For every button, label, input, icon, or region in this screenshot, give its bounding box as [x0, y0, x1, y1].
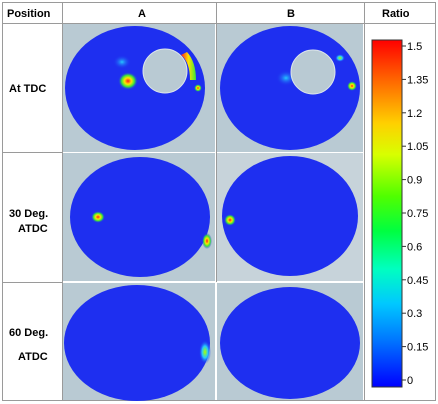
colorbar-tick-label: 1.2 — [407, 108, 422, 120]
colorbar-tick-label: 0.75 — [407, 208, 428, 220]
panel-30deg-a — [63, 153, 215, 281]
hot-spot — [91, 211, 105, 223]
hot-spot — [202, 233, 212, 249]
colorbar-tick-label: 0.6 — [407, 241, 422, 253]
header-position: Position — [7, 8, 51, 20]
colorbar-tick-label: 0.3 — [407, 308, 422, 320]
green-spot — [335, 54, 345, 62]
valve-cutout — [142, 48, 188, 94]
colorbar-tick-label: 0.45 — [407, 275, 428, 287]
cyan-spot — [113, 55, 131, 69]
row-label-60deg-line1: 60 Deg. — [9, 327, 48, 339]
contour-field — [64, 285, 210, 401]
row-label-30deg-line1: 30 Deg. — [9, 208, 48, 220]
panel-30deg-b — [217, 153, 363, 281]
colorbar-tick-label: 1.05 — [407, 141, 428, 153]
header-ratio: Ratio — [382, 8, 410, 20]
contour-field — [220, 26, 360, 150]
header-col-a: A — [138, 8, 146, 20]
ratio-colorbar: 1.5 1.35 1.2 1.05 0.9 0.75 0.6 0.45 0.3 0.15 0 — [371, 39, 428, 388]
panel-60deg-a — [63, 283, 215, 401]
hot-spot — [194, 84, 202, 92]
green-spot — [199, 340, 211, 364]
colorbar-tick-label: 1.35 — [407, 74, 428, 86]
colorbar-tick-label: 0.9 — [407, 175, 422, 187]
colorbar-ticks: 1.5 1.35 1.2 1.05 0.9 0.75 0.6 0.45 0.3 0.15 0 — [402, 41, 428, 387]
row-labels: At TDC 30 Deg. ATDC 60 Deg. ATDC — [9, 83, 48, 363]
contour-field — [222, 156, 358, 276]
hot-spot — [118, 72, 138, 90]
rim-hot-zone — [181, 52, 196, 80]
panel-tdc-b — [217, 24, 363, 152]
hot-spot — [347, 81, 357, 91]
row-label-30deg-line2: ATDC — [18, 223, 48, 235]
row-label-60deg-line2: ATDC — [18, 351, 48, 363]
contour-field — [65, 26, 205, 150]
panel-60deg-b — [217, 283, 363, 400]
colorbar-tick-label: 0 — [407, 375, 413, 387]
table-grid — [2, 2, 436, 401]
panel-tdc-a — [63, 24, 215, 152]
header-col-b: B — [287, 8, 295, 20]
row-label-tdc: At TDC — [9, 83, 46, 95]
contour-field — [220, 287, 360, 399]
valve-cutout — [290, 49, 336, 95]
colorbar-gradient — [371, 39, 403, 388]
colorbar-tick-label: 0.15 — [407, 342, 428, 354]
contour-field — [70, 157, 210, 277]
header-row: Position A B Ratio — [7, 8, 410, 20]
hot-spot — [224, 214, 236, 226]
colorbar-tick-label: 1.5 — [407, 41, 422, 53]
